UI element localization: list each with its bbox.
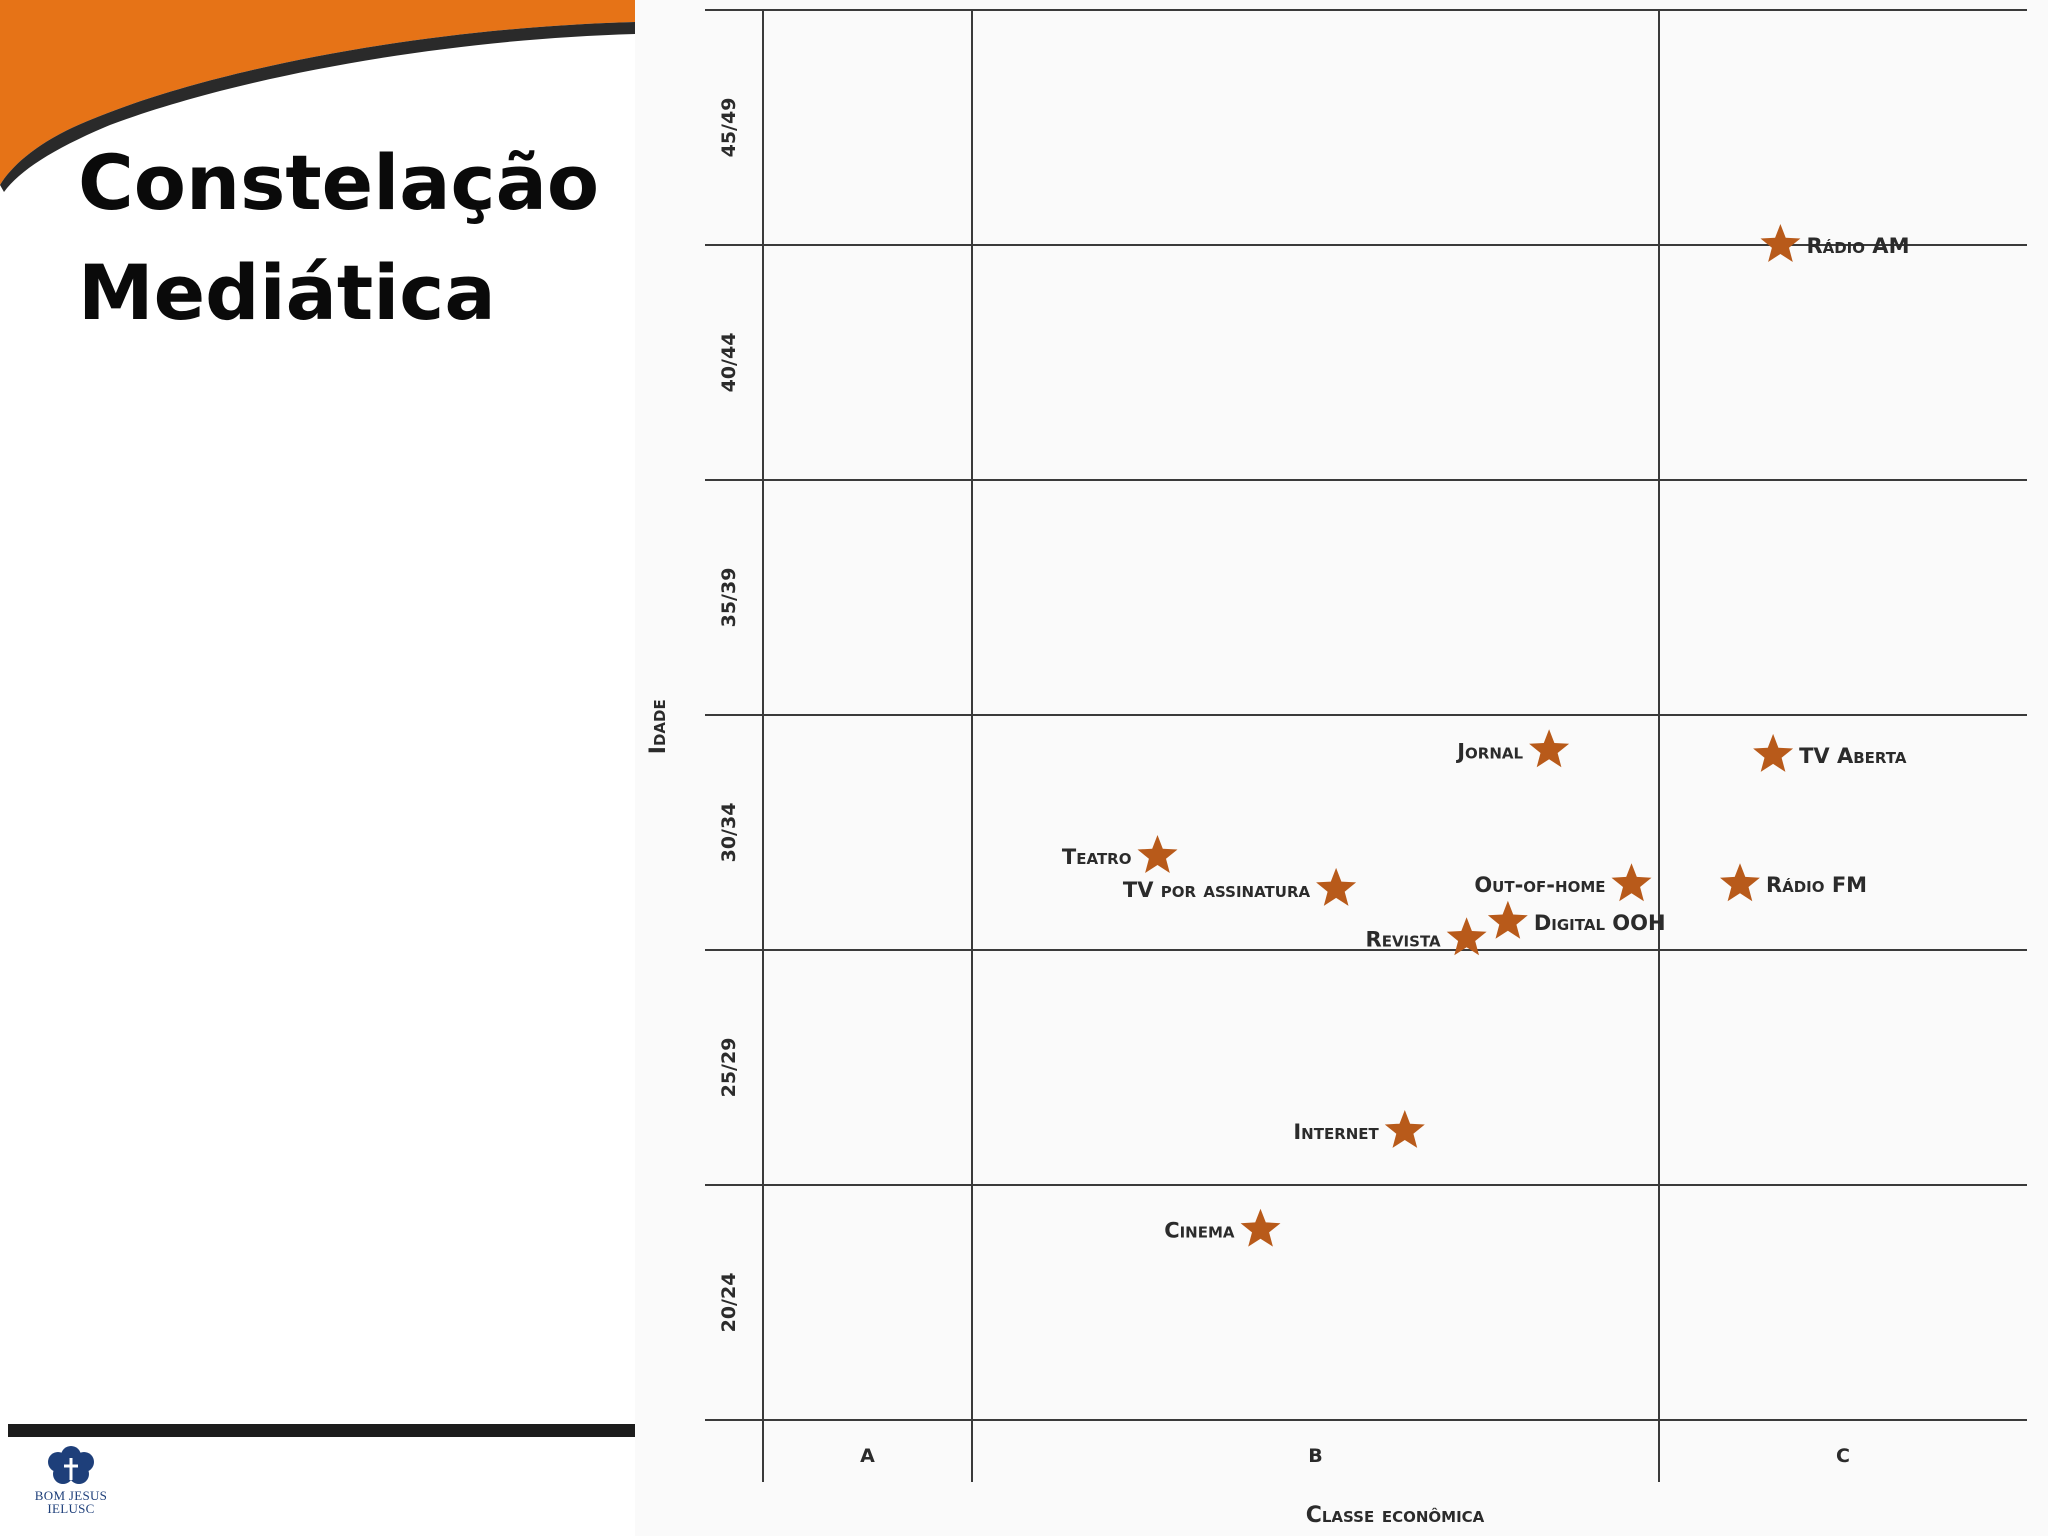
chart-points: Rádio AM Jornal TV Aberta Teatro TV por assi… [1062, 224, 1909, 1247]
data-point: Rádio AM [1760, 224, 1909, 262]
star-marker-icon [1384, 1110, 1425, 1148]
data-point-label: Teatro [1062, 845, 1132, 869]
data-point-label: Internet [1293, 1120, 1379, 1144]
y-axis-title: Idade [646, 699, 671, 754]
logo-text-line-1: BOM JESUS [34, 1488, 108, 1503]
star-marker-icon [1529, 729, 1570, 768]
data-point: Cinema [1164, 1208, 1281, 1247]
star-marker-icon [1446, 917, 1487, 956]
institution-logo: BOM JESUS IELUSC [22, 1440, 120, 1520]
data-point-label: Jornal [1455, 739, 1523, 763]
x-axis-title: Classe econômica [1306, 1503, 1485, 1528]
data-point: Digital OOH [1487, 900, 1666, 939]
axis-tick-labels: 20/24 25/29 30/34 35/39 40/44 45/49 A B C [718, 98, 1850, 1467]
y-tick-label: 35/39 [718, 568, 740, 628]
footer-divider [8, 1424, 635, 1437]
data-point-label: Out-of-home [1474, 873, 1605, 897]
data-point: Jornal [1455, 729, 1570, 768]
data-point-label: Digital OOH [1534, 911, 1666, 935]
x-tick-label: B [1308, 1445, 1322, 1467]
star-marker-icon [1240, 1208, 1281, 1247]
data-point-label: Revista [1366, 927, 1441, 951]
orange-swoosh-decoration [0, 0, 635, 192]
star-marker-icon [1316, 867, 1357, 906]
star-marker-icon [1760, 224, 1801, 262]
data-point: Out-of-home [1474, 863, 1652, 902]
chart-panel: 20/24 25/29 30/34 35/39 40/44 45/49 A B C Idade … [635, 0, 2048, 1536]
y-tick-label: 20/24 [718, 1273, 740, 1333]
y-tick-label: 25/29 [718, 1038, 740, 1098]
y-tick-label: 40/44 [718, 333, 740, 393]
star-marker-icon [1720, 863, 1760, 902]
data-point: Rádio FM [1720, 863, 1867, 902]
title-panel: Constelação Mediática BOM JESUS IELUSC [0, 0, 635, 1536]
slide-title: Constelação Mediática [78, 128, 618, 348]
x-tick-label: A [860, 1445, 875, 1467]
data-point-label: Cinema [1164, 1219, 1235, 1243]
data-point: Teatro [1062, 835, 1178, 873]
x-tick-label: C [1836, 1445, 1850, 1467]
slide-title-line-1: Constelação [78, 138, 600, 227]
data-point: TV Aberta [1753, 733, 1907, 772]
data-point-label: TV Aberta [1799, 744, 1907, 768]
data-point-label: Rádio FM [1766, 873, 1867, 897]
chart-grid [705, 9, 2027, 1482]
star-marker-icon [1487, 900, 1528, 939]
flower-logo-icon [48, 1446, 94, 1484]
y-tick-label: 45/49 [718, 98, 740, 158]
data-point: Revista [1366, 917, 1487, 956]
star-marker-icon [1137, 835, 1178, 873]
star-marker-icon [1611, 863, 1652, 902]
data-point: TV por assinatura [1123, 867, 1357, 906]
slide-title-line-2: Mediática [78, 248, 496, 337]
data-point: Internet [1293, 1110, 1425, 1148]
data-point-label: Rádio AM [1806, 234, 1909, 258]
y-tick-label: 30/34 [718, 803, 740, 863]
star-marker-icon [1753, 733, 1794, 772]
logo-text-line-2: IELUSC [47, 1501, 95, 1516]
data-point-label: TV por assinatura [1123, 878, 1311, 902]
